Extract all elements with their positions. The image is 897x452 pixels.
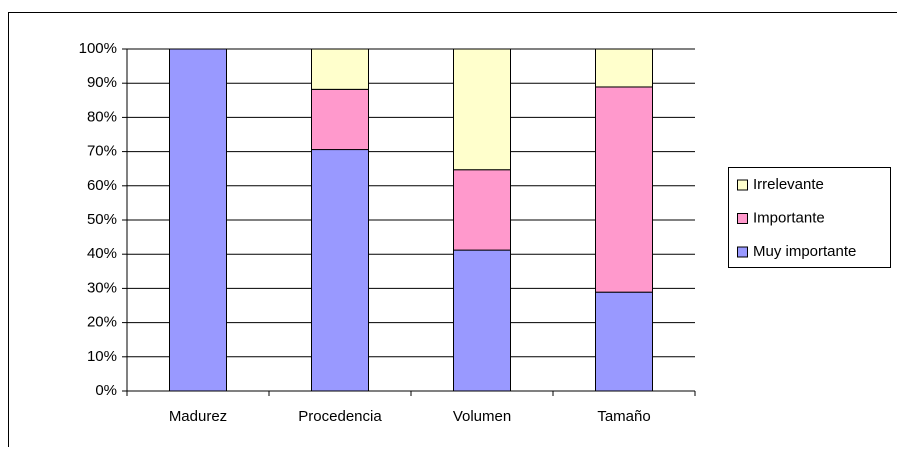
y-tick-label: 0% [95, 382, 117, 399]
bar-segment [454, 170, 511, 250]
bar-segment [312, 49, 369, 89]
bar-segment [170, 49, 227, 391]
y-tick-label: 50% [87, 211, 117, 228]
x-tick-label: Volumen [453, 408, 511, 425]
y-tick-label: 90% [87, 74, 117, 91]
y-tick-label: 60% [87, 177, 117, 194]
legend-swatch [738, 214, 748, 224]
y-tick-label: 40% [87, 245, 117, 262]
legend-label: Muy importante [753, 243, 856, 260]
y-tick-label: 10% [87, 348, 117, 365]
x-tick-label: Procedencia [298, 408, 382, 425]
bar-segment [596, 87, 653, 292]
x-tick-label: Tamaño [597, 408, 650, 425]
bar-segment [596, 292, 653, 391]
y-tick-label: 20% [87, 314, 117, 331]
bar-segment [596, 49, 653, 87]
bar-segment [312, 89, 369, 149]
legend-swatch [738, 247, 748, 257]
x-tick-label: Madurez [169, 408, 227, 425]
bar-segment [454, 49, 511, 170]
legend-label: Irrelevante [753, 176, 824, 193]
y-tick-label: 30% [87, 279, 117, 296]
y-tick-label: 100% [79, 40, 117, 57]
bar-segment [454, 250, 511, 391]
legend-label: Importante [753, 209, 825, 226]
legend-swatch [738, 180, 748, 190]
bar-segment [312, 150, 369, 391]
y-tick-label: 80% [87, 108, 117, 125]
y-tick-label: 70% [87, 143, 117, 160]
